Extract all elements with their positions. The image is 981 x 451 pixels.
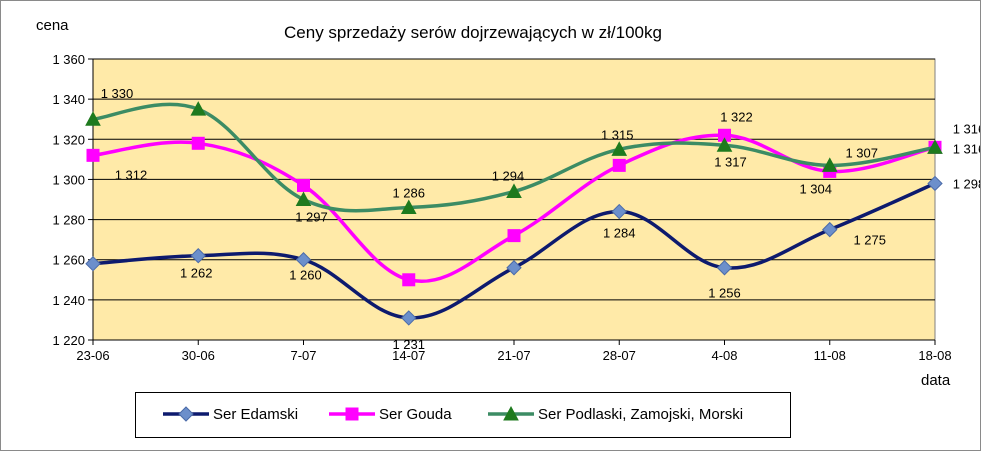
data-label: 1 298 — [953, 176, 980, 191]
x-tick-label: 7-07 — [290, 348, 316, 363]
legend-marker — [503, 405, 519, 421]
x-tick-label: 28-07 — [603, 348, 636, 363]
x-axis-label: data — [921, 372, 951, 389]
data-point — [612, 158, 626, 172]
legend-marker — [178, 406, 194, 422]
x-tick-label: 30-06 — [182, 348, 215, 363]
data-point — [927, 139, 943, 154]
x-tick-label: 4-08 — [711, 348, 737, 363]
data-label: 1 316 — [953, 141, 980, 156]
data-point — [190, 247, 206, 264]
y-axis-label: cena — [36, 17, 69, 34]
data-point — [401, 310, 417, 326]
data-label: 1 286 — [392, 186, 425, 201]
data-label: 1 322 — [720, 109, 753, 124]
data-label: 1 275 — [853, 233, 886, 248]
data-label: 1 317 — [714, 154, 747, 169]
data-point — [821, 157, 838, 172]
data-point — [716, 260, 733, 276]
data-point — [295, 252, 312, 268]
x-tick-label: 18-08 — [918, 348, 951, 363]
legend-marker — [345, 407, 359, 421]
legend: Ser Edamski Ser Gouda Ser Podlaski, Zamojs… — [135, 392, 791, 438]
data-label: 1 312 — [115, 167, 148, 182]
data-point — [85, 256, 101, 272]
data-point — [402, 273, 416, 287]
data-label: 1 304 — [799, 181, 832, 196]
data-point — [506, 183, 522, 198]
x-tick-label: 23-06 — [76, 348, 109, 363]
y-tick-label: 1 320 — [52, 132, 85, 147]
legend-label: Ser Edamski — [213, 406, 298, 423]
data-point — [611, 203, 627, 220]
y-tick-label: 1 300 — [52, 172, 85, 187]
data-label: 1 307 — [845, 145, 878, 160]
data-point — [85, 111, 101, 126]
data-label: 1 294 — [492, 168, 525, 183]
y-tick-label: 1 240 — [52, 293, 85, 308]
data-label: 1 231 — [392, 337, 425, 352]
data-point — [297, 178, 310, 192]
y-tick-label: 1 260 — [52, 253, 85, 268]
legend-label: Ser Gouda — [379, 406, 452, 423]
y-tick-label: 1 340 — [52, 92, 85, 107]
y-tick-label: 1 280 — [52, 213, 85, 228]
plot-area — [92, 58, 936, 341]
data-label: 1 330 — [101, 86, 134, 101]
data-point — [190, 101, 207, 116]
data-label: 1 256 — [708, 286, 741, 301]
data-point — [822, 221, 838, 238]
data-point — [191, 136, 205, 150]
data-point — [927, 175, 943, 192]
x-tick-label: 11-08 — [814, 348, 846, 363]
data-point — [86, 148, 100, 162]
legend-label: Ser Podlaski, Zamojski, Morski — [538, 406, 743, 423]
data-label: 1 315 — [601, 127, 634, 142]
data-label: 1 262 — [180, 266, 213, 281]
data-point — [611, 141, 628, 156]
data-label: 1 284 — [603, 226, 636, 241]
data-point — [716, 137, 733, 152]
data-point — [506, 260, 522, 276]
x-tick-label: 21-07 — [497, 348, 530, 363]
chart-title: Ceny sprzedaży serów dojrzewających w zł… — [284, 23, 662, 42]
data-point — [295, 191, 312, 206]
data-label: 1 316 — [953, 121, 980, 136]
data-point — [400, 199, 417, 215]
data-label: 1 297 — [295, 210, 328, 225]
data-label: 1 260 — [289, 268, 322, 283]
y-tick-label: 1 360 — [52, 52, 85, 67]
y-tick-label: 1 220 — [52, 333, 85, 348]
data-point — [507, 229, 521, 243]
x-tick-label: 14-07 — [392, 348, 425, 363]
